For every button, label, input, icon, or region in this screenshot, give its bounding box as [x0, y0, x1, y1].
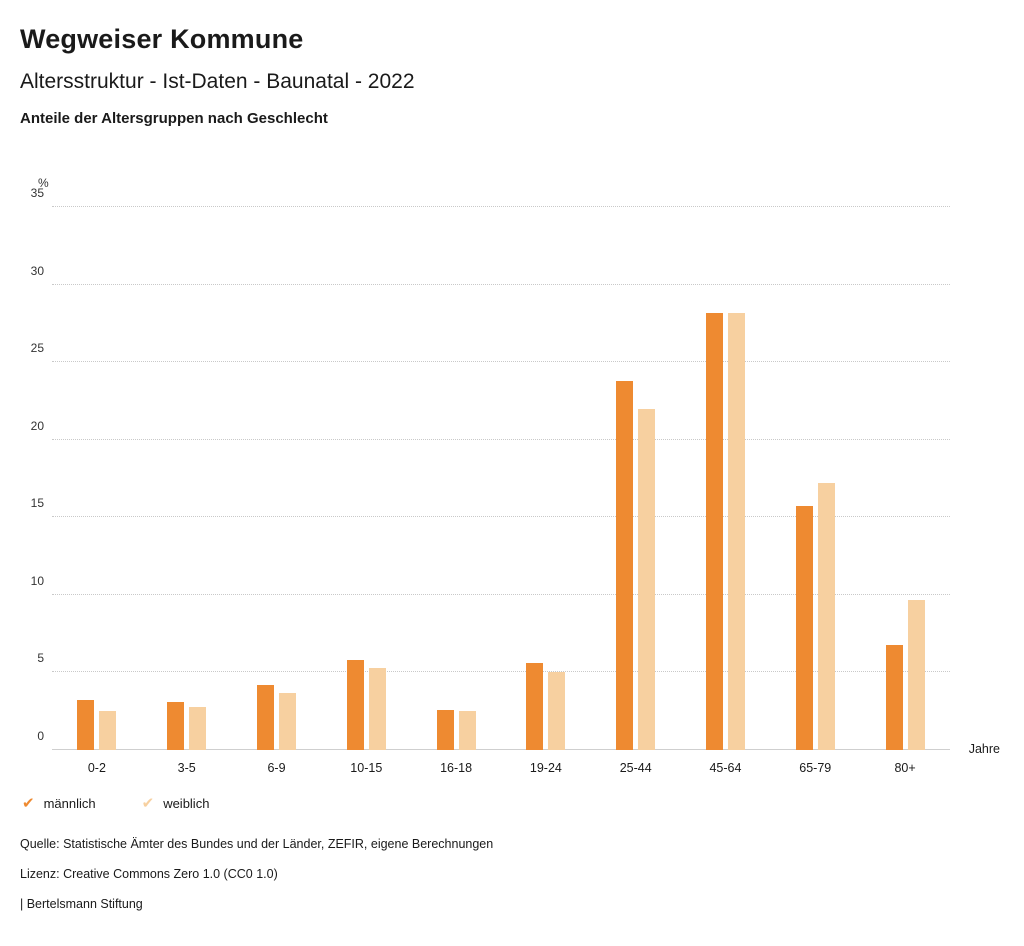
gridline-25 — [52, 361, 950, 363]
y-tick-label-30: 30 — [30, 263, 44, 278]
x-tick-label-25-44: 25-44 — [619, 761, 652, 775]
x-tick-label-0-2: 0-2 — [87, 761, 106, 775]
legend-item-weiblich[interactable]: ✔ weiblich — [142, 796, 210, 811]
gridline-35 — [52, 206, 950, 207]
attribution-line: | Bertelsmann Stiftung — [20, 897, 143, 911]
bar-group-10-15 — [321, 207, 411, 750]
bar-group-0-2 — [52, 207, 142, 750]
bar-group-3-5 — [142, 207, 232, 750]
legend-check-icon-weiblich: ✔ — [141, 795, 155, 812]
bar-group-45-64 — [681, 207, 771, 750]
bar-group-25-44 — [591, 207, 681, 750]
gridline-30 — [52, 283, 950, 285]
x-tick-label-65-79: 65-79 — [799, 761, 832, 775]
x-tick-label-6-9: 6-9 — [267, 761, 286, 775]
bar-männlich-19-24[interactable] — [526, 663, 544, 750]
bar-group-16-18 — [411, 207, 501, 750]
gridline-5 — [52, 671, 950, 673]
page-title: Wegweiser Kommune — [20, 24, 304, 54]
bar-weiblich-19-24[interactable] — [548, 672, 566, 750]
legend-label-männlich: männlich — [43, 796, 96, 811]
x-tick-label-80+: 80+ — [894, 761, 916, 775]
legend-label-weiblich: weiblich — [163, 796, 210, 811]
bar-männlich-65-79[interactable] — [795, 506, 813, 750]
y-tick-label-15: 15 — [30, 496, 44, 511]
bar-männlich-6-9[interactable] — [256, 684, 274, 750]
x-tick-label-19-24: 19-24 — [529, 761, 562, 775]
bar-männlich-25-44[interactable] — [616, 380, 634, 750]
gridline-0 — [52, 749, 950, 750]
source-line: Quelle: Statistische Ämter des Bundes un… — [20, 837, 494, 851]
x-tick-label-45-64: 45-64 — [709, 761, 742, 775]
bar-group-80+ — [860, 207, 950, 750]
x-tick-label-16-18: 16-18 — [440, 761, 473, 775]
y-tick-label-25: 25 — [30, 341, 44, 356]
bar-weiblich-25-44[interactable] — [638, 408, 656, 750]
y-tick-label-0: 0 — [37, 729, 44, 743]
legend-item-männlich[interactable]: ✔ männlich — [22, 796, 96, 811]
y-tick-label-10: 10 — [30, 573, 44, 588]
report-subtitle: Altersstruktur - Ist-Daten - Baunatal - … — [20, 70, 415, 93]
x-axis-unit-label: Jahre — [968, 742, 1000, 756]
bar-männlich-45-64[interactable] — [705, 312, 723, 750]
bar-group-19-24 — [501, 207, 591, 750]
y-tick-label-5: 5 — [37, 651, 44, 666]
bar-männlich-10-15[interactable] — [346, 660, 364, 750]
bar-weiblich-6-9[interactable] — [278, 692, 296, 750]
bar-group-6-9 — [232, 207, 322, 750]
footer: Quelle: Statistische Ämter des Bundes un… — [20, 837, 1004, 911]
x-tick-label-10-15: 10-15 — [350, 761, 383, 775]
bar-group-65-79 — [770, 207, 860, 750]
y-axis-unit-label: % — [38, 176, 49, 190]
y-tick-label-20: 20 — [30, 418, 44, 433]
x-axis-labels: 0-2 3-5 6-9 10-15 16-18 19-24 25-44 45-64 65-79 8… — [52, 750, 950, 775]
bar-männlich-80+[interactable] — [885, 644, 903, 750]
y-tick-label-35: 35 — [30, 186, 44, 200]
x-tick-label-3-5: 3-5 — [177, 761, 196, 775]
plot-area: % Jahre 0 5 10 15 20 25 30 35 0-2 3-5 6-9 10-15 16-1… — [31, 176, 1000, 775]
bar-weiblich-65-79[interactable] — [817, 483, 835, 750]
bar-männlich-16-18[interactable] — [436, 709, 454, 750]
gridline-10 — [52, 593, 950, 595]
bar-weiblich-16-18[interactable] — [458, 711, 476, 750]
bar-weiblich-80+[interactable] — [907, 599, 925, 750]
gridline-15 — [52, 516, 950, 518]
page: Wegweiser Kommune Altersstruktur - Ist-D… — [20, 24, 1004, 911]
bar-männlich-3-5[interactable] — [167, 701, 185, 750]
bar-weiblich-45-64[interactable] — [727, 312, 745, 750]
license-line: Lizenz: Creative Commons Zero 1.0 (CC0 1… — [20, 867, 278, 881]
chart-legend: ✔ männlich ✔ weiblich — [22, 796, 1004, 811]
bar-männlich-0-2[interactable] — [77, 700, 95, 750]
header: Wegweiser Kommune Altersstruktur - Ist-D… — [20, 24, 1004, 127]
bar-groups — [52, 207, 950, 750]
age-structure-chart: % Jahre 0 5 10 15 20 25 30 35 0-2 3-5 6-9 10-15 16-1… — [31, 176, 1000, 775]
bar-weiblich-0-2[interactable] — [99, 711, 117, 750]
gridline-20 — [52, 438, 950, 440]
legend-check-icon-männlich: ✔ — [22, 795, 35, 812]
bar-weiblich-3-5[interactable] — [189, 706, 207, 750]
chart-title: Anteile der Altersgruppen nach Geschlech… — [20, 110, 328, 127]
bar-weiblich-10-15[interactable] — [368, 667, 386, 750]
